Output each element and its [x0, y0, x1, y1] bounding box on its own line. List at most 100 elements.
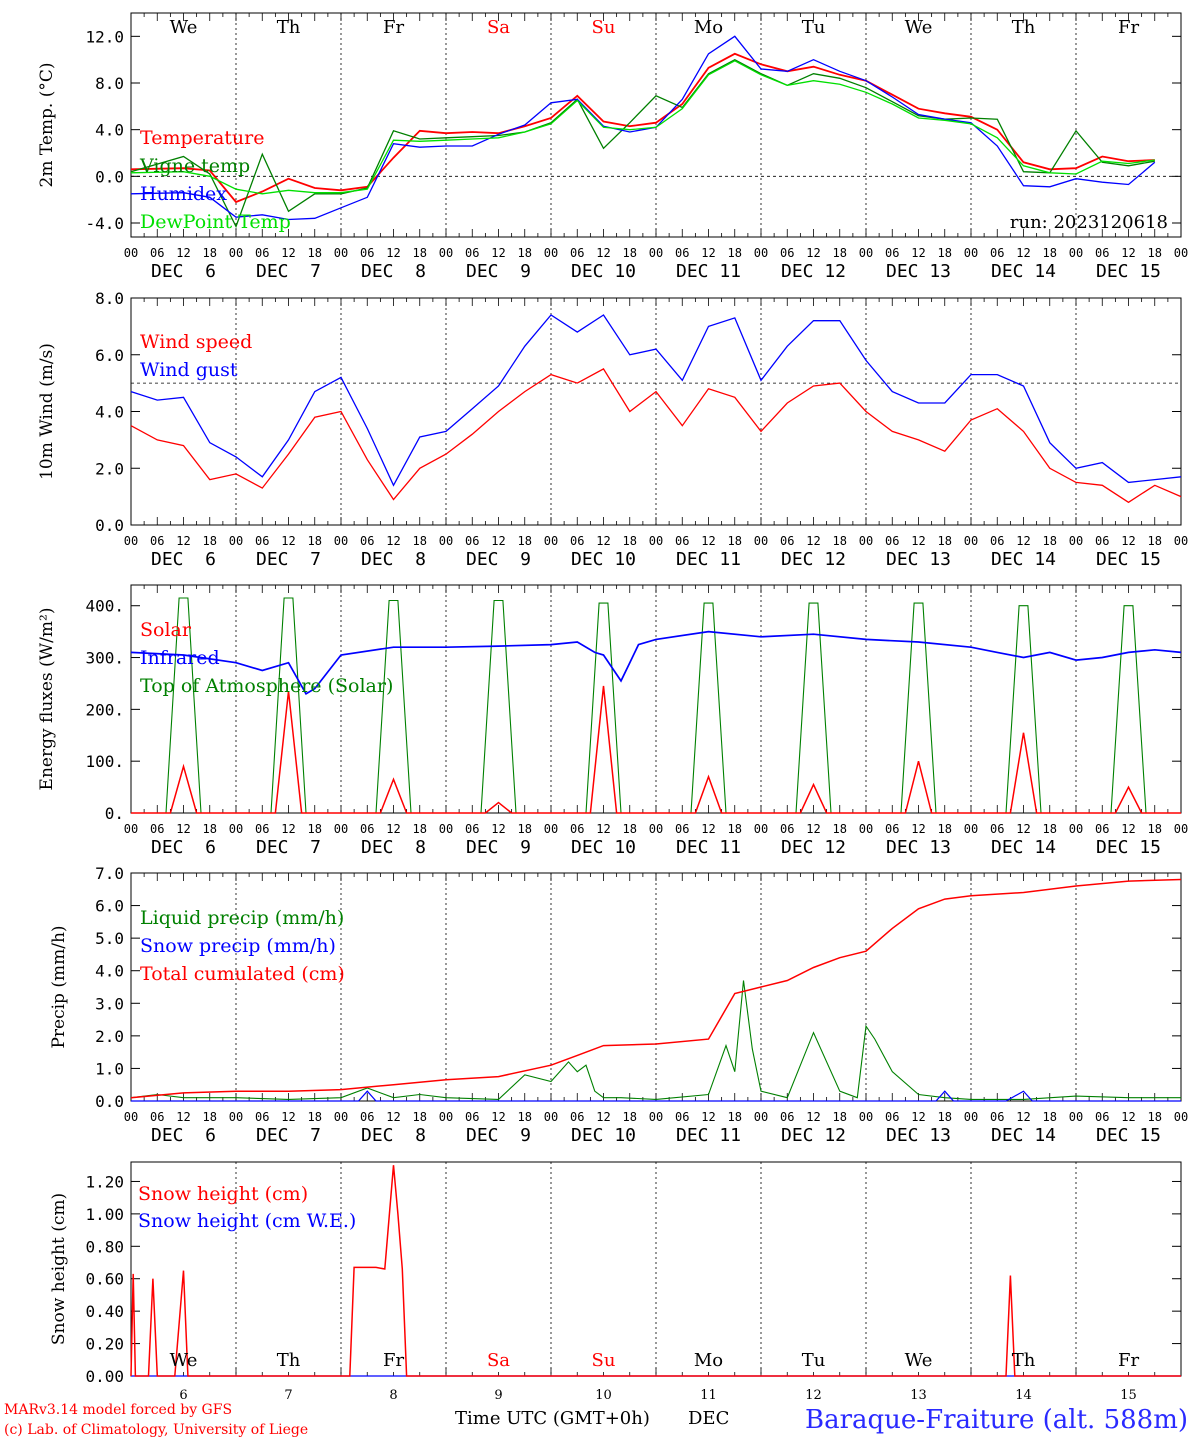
hour-tick-label: 06	[570, 822, 584, 836]
y-tick-label: 6.0	[95, 897, 124, 916]
legend-entry: Solar	[140, 619, 192, 641]
hour-tick-label: 12	[491, 1110, 505, 1124]
hour-tick-label: 18	[728, 246, 742, 260]
date-label: DEC 14	[991, 1125, 1056, 1146]
hour-tick-label: 12	[701, 534, 715, 548]
y-tick-label: 5.0	[95, 929, 124, 948]
hour-tick-label: 00	[1069, 246, 1083, 260]
hour-tick-label: 18	[308, 534, 322, 548]
hour-tick-label: 06	[990, 534, 1004, 548]
legend-entry: Humidex	[140, 183, 227, 205]
date-label: DEC 11	[676, 1125, 741, 1146]
hour-tick-label: 06	[675, 534, 689, 548]
hour-tick-label: 00	[859, 822, 873, 836]
y-tick-label: -4.0	[85, 214, 124, 233]
hour-tick-label: 12	[1016, 246, 1030, 260]
hour-tick-label: 18	[938, 1110, 952, 1124]
day-number: 14	[1015, 1388, 1032, 1403]
date-label: DEC 10	[571, 837, 636, 858]
legend-entry: Temperature	[140, 127, 264, 149]
hour-tick-label: 06	[570, 246, 584, 260]
hour-tick-label: 06	[570, 1110, 584, 1124]
series-line-snow-precip	[131, 1090, 1181, 1102]
date-label: DEC 10	[571, 549, 636, 570]
run-label: run: 2023120618	[1010, 212, 1168, 233]
hour-tick-label: 18	[1043, 822, 1057, 836]
temperature-panel: 00 06 12 18 00 06 12 18 00 06 12 18 00 06 12 18 00 06 12 18…	[37, 12, 1188, 282]
hour-tick-label: 00	[649, 534, 663, 548]
hour-tick-label: 00	[1174, 246, 1188, 260]
day-name: Mo	[694, 17, 723, 38]
hour-tick-label: 06	[465, 822, 479, 836]
legend-entry: Vigne temp	[139, 155, 250, 177]
legend-entry: Snow height (cm W.E.)	[138, 1210, 356, 1232]
date-label: DEC 15	[1096, 261, 1161, 282]
hour-tick-label: 00	[1174, 534, 1188, 548]
y-tick-label: 400.	[85, 597, 124, 616]
hour-tick-label: 00	[544, 534, 558, 548]
y-tick-label: 0.80	[85, 1237, 124, 1256]
lab-credit: (c) Lab. of Climatology, University of L…	[4, 1422, 308, 1438]
legend-entry: Top of Atmosphere (Solar)	[140, 675, 393, 697]
hour-tick-label: 18	[833, 1110, 847, 1124]
hour-tick-label: 00	[964, 246, 978, 260]
hour-tick-label: 00	[964, 534, 978, 548]
hour-tick-label: 12	[386, 1110, 400, 1124]
series-line-liquid-precip	[130, 980, 1181, 1100]
y-tick-label: 6.0	[95, 346, 124, 365]
hour-tick-label: 06	[360, 534, 374, 548]
hour-tick-label: 12	[1121, 534, 1135, 548]
y-tick-label: 4.0	[95, 121, 124, 140]
series-line-total-cumulated	[130, 878, 1182, 1099]
day-name: We	[905, 17, 933, 38]
hour-tick-label: 12	[386, 534, 400, 548]
hour-tick-label: 06	[360, 1110, 374, 1124]
day-name: Sa	[487, 17, 510, 38]
y-tick-label: 1.20	[85, 1172, 124, 1191]
hour-tick-label: 12	[911, 246, 925, 260]
hour-tick-label: 00	[754, 822, 768, 836]
hour-tick-label: 06	[1095, 534, 1109, 548]
hour-tick-label: 06	[465, 534, 479, 548]
precip-panel: 00 06 12 18 00 06 12 18 00 06 12 18 00 06 12 18 00 06 12 18…	[49, 864, 1188, 1146]
hour-tick-label: 18	[203, 246, 217, 260]
plot-frame	[130, 297, 1182, 526]
hour-tick-label: 12	[176, 534, 190, 548]
hour-tick-label: 06	[885, 534, 899, 548]
hour-tick-label: 18	[413, 822, 427, 836]
hour-tick-label: 00	[754, 1110, 768, 1124]
hour-tick-label: 06	[1095, 1110, 1109, 1124]
y-tick-label: 0.0	[95, 516, 124, 535]
hour-tick-label: 18	[1043, 534, 1057, 548]
day-name: We	[170, 1350, 198, 1371]
hour-tick-label: 12	[281, 1110, 295, 1124]
hour-tick-label: 18	[203, 822, 217, 836]
plot-frame	[130, 584, 1182, 814]
hour-tick-label: 12	[491, 822, 505, 836]
hour-tick-label: 12	[911, 534, 925, 548]
hour-tick-label: 12	[596, 246, 610, 260]
hour-tick-label: 18	[308, 1110, 322, 1124]
legend-entry: Liquid precip (mm/h)	[140, 907, 344, 929]
hour-tick-label: 18	[833, 822, 847, 836]
y-tick-label: 0.0	[95, 167, 124, 186]
day-name: Tu	[802, 17, 826, 38]
legend-entry: Snow height (cm)	[138, 1183, 308, 1205]
hour-tick-label: 06	[990, 1110, 1004, 1124]
hour-tick-label: 12	[701, 1110, 715, 1124]
hour-tick-label: 00	[439, 246, 453, 260]
hour-tick-label: 06	[255, 246, 269, 260]
day-number: 8	[389, 1388, 397, 1403]
hour-tick-label: 12	[281, 246, 295, 260]
day-name: Su	[592, 17, 616, 38]
hour-tick-label: 06	[150, 822, 164, 836]
hour-tick-label: 00	[334, 1110, 348, 1124]
day-name: Mo	[694, 1350, 723, 1371]
hour-tick-label: 06	[1095, 822, 1109, 836]
hour-tick-label: 00	[229, 246, 243, 260]
hour-tick-label: 00	[124, 822, 138, 836]
date-label: DEC 14	[991, 549, 1056, 570]
date-label: DEC 11	[676, 549, 741, 570]
hour-tick-label: 06	[780, 534, 794, 548]
legend-entry: Total cumulated (cm)	[140, 963, 345, 985]
